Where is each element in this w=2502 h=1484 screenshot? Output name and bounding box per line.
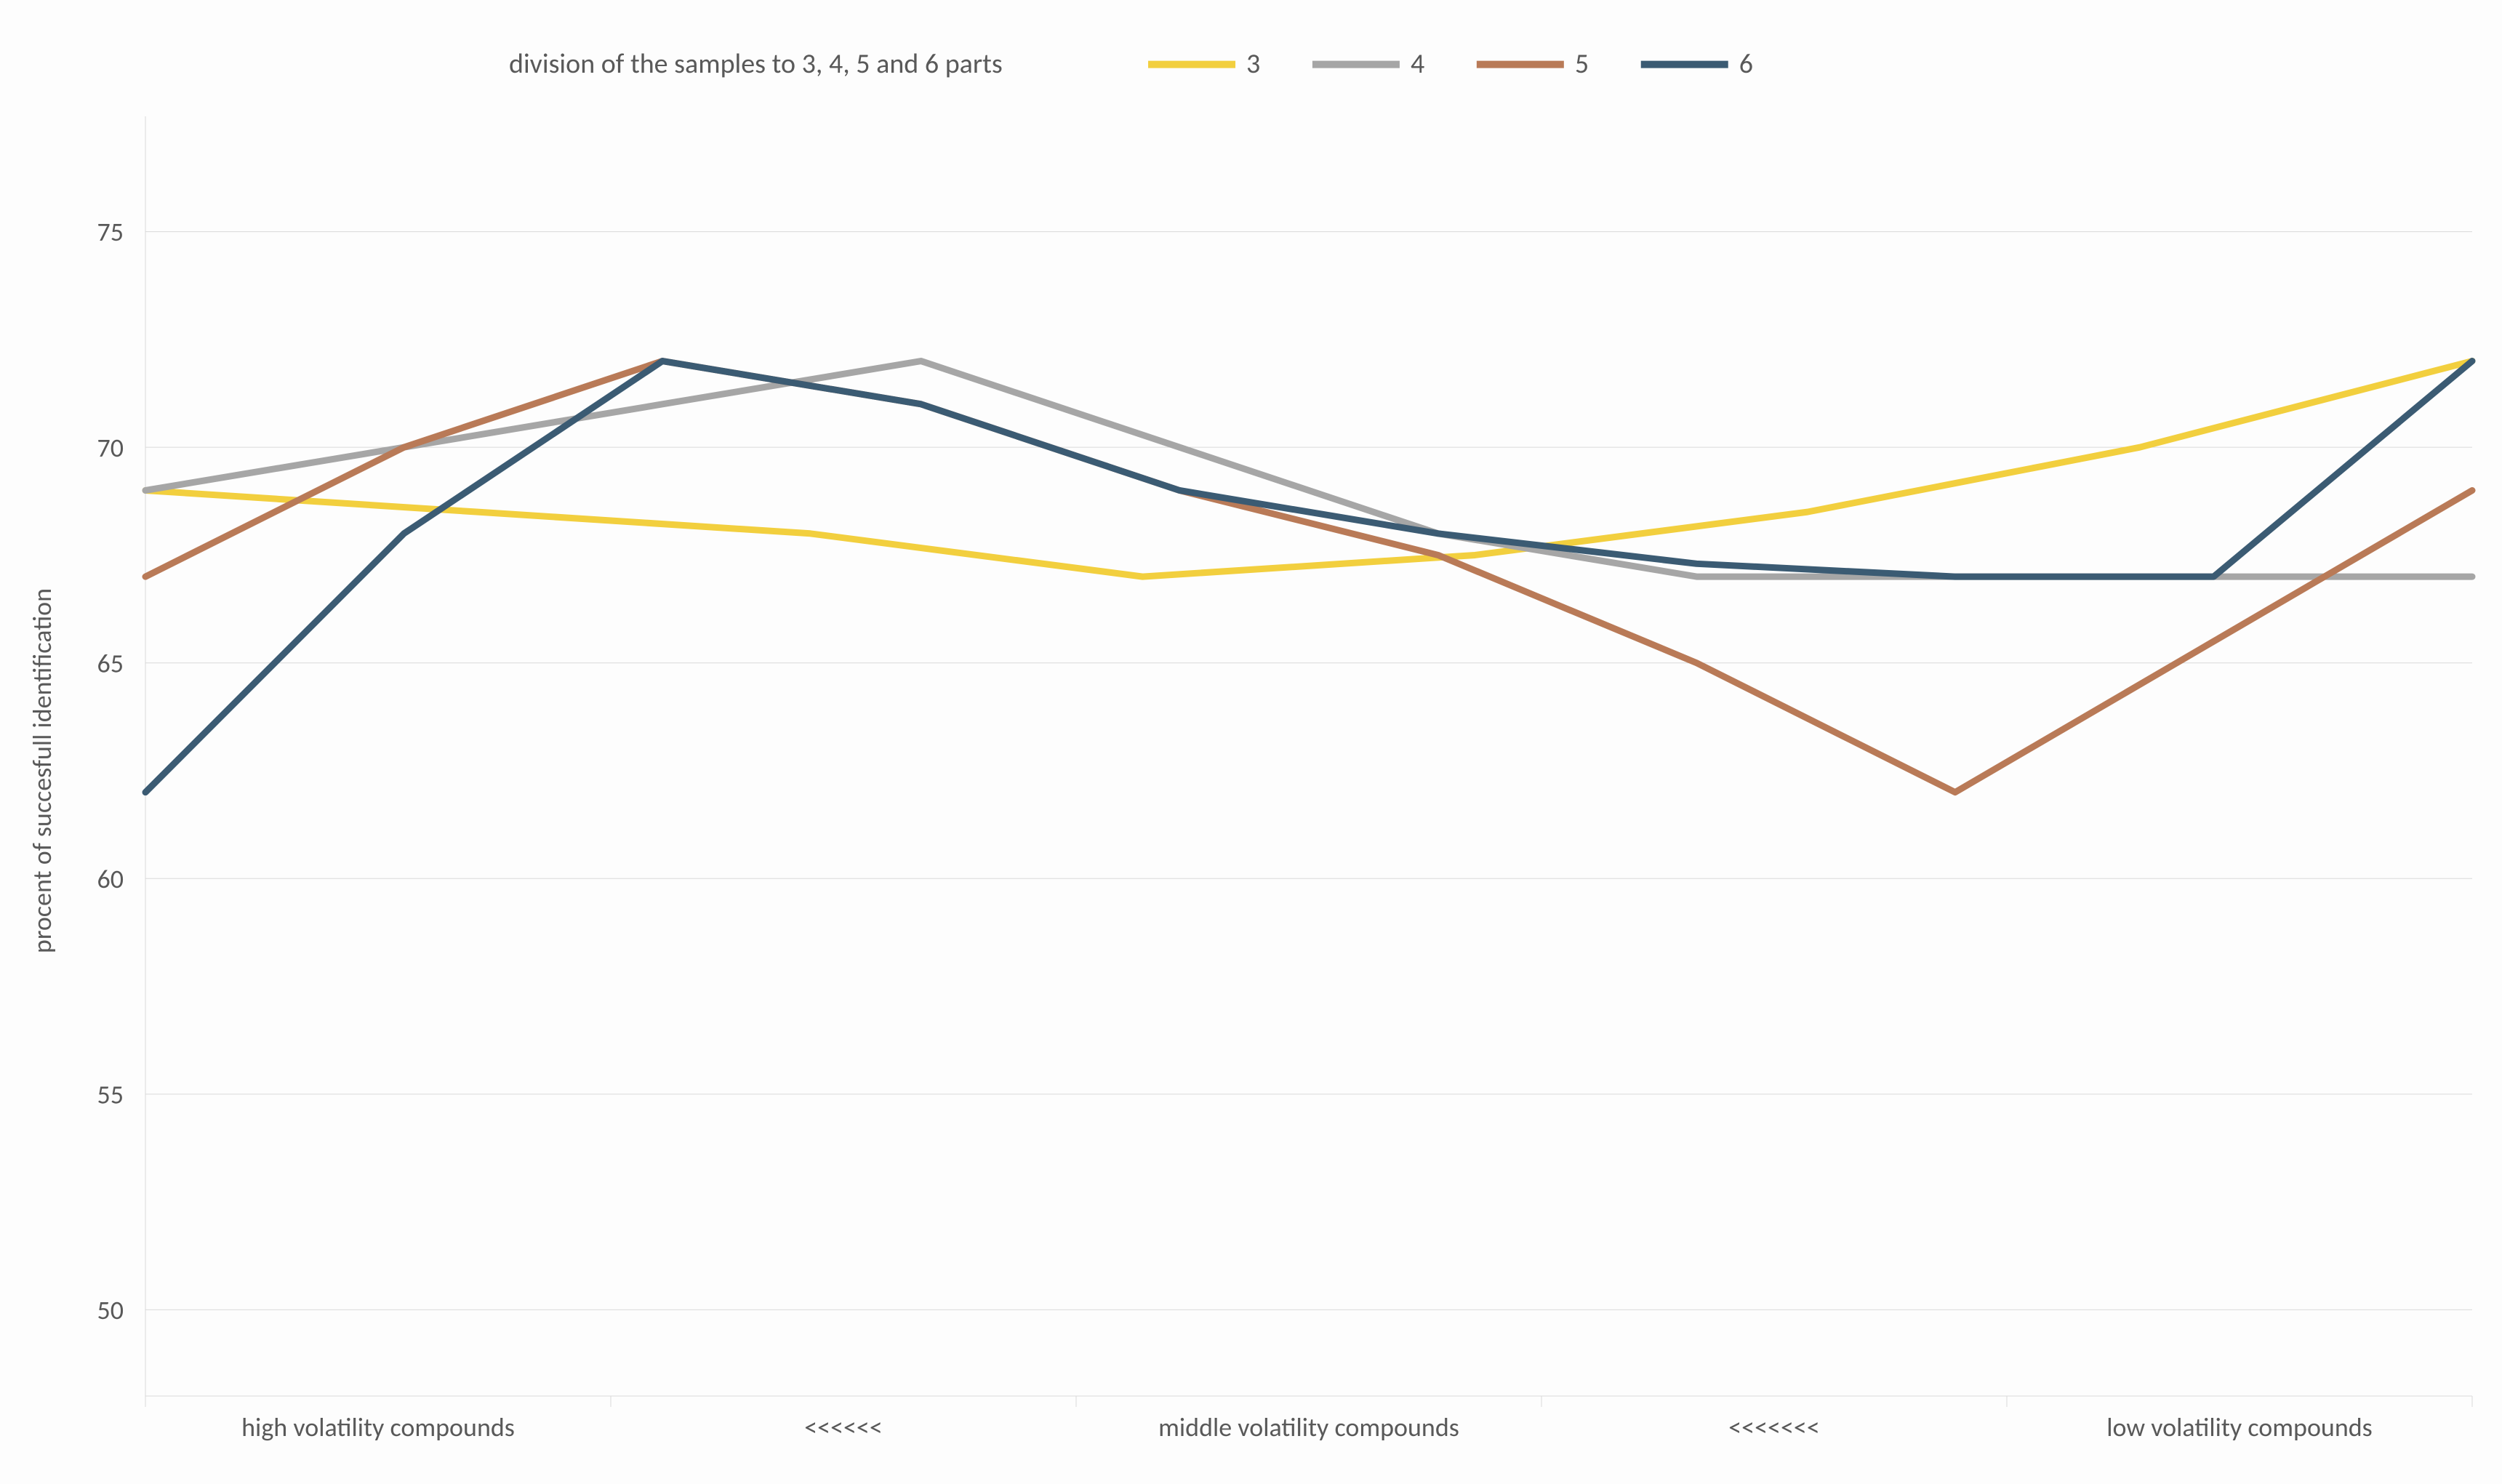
y-tick-label: 50 <box>97 1294 124 1326</box>
legend-label-3: 3 <box>1246 47 1260 81</box>
x-category-label: middle volatility compounds <box>1158 1411 1459 1443</box>
legend-label-6: 6 <box>1739 47 1753 81</box>
x-category-label: <<<<<< <box>804 1411 883 1443</box>
chart-background <box>0 0 2502 1484</box>
chart-svg: 505560657075high volatility compounds<<<… <box>0 0 2502 1484</box>
legend-label-4: 4 <box>1411 47 1424 81</box>
line-chart: 505560657075high volatility compounds<<<… <box>0 0 2502 1484</box>
x-category-label: high volatility compounds <box>241 1411 515 1443</box>
y-tick-label: 55 <box>97 1078 124 1110</box>
legend-title: division of the samples to 3, 4, 5 and 6… <box>509 47 1003 81</box>
y-tick-label: 70 <box>97 432 124 464</box>
y-tick-label: 75 <box>97 216 124 248</box>
x-category-label: low volatility compounds <box>2106 1411 2373 1443</box>
x-category-label: <<<<<<< <box>1728 1411 1820 1443</box>
y-tick-label: 60 <box>97 863 124 895</box>
legend-label-5: 5 <box>1575 47 1589 81</box>
y-axis-label: procent of succesfull identification <box>26 588 58 953</box>
y-tick-label: 65 <box>97 647 124 679</box>
